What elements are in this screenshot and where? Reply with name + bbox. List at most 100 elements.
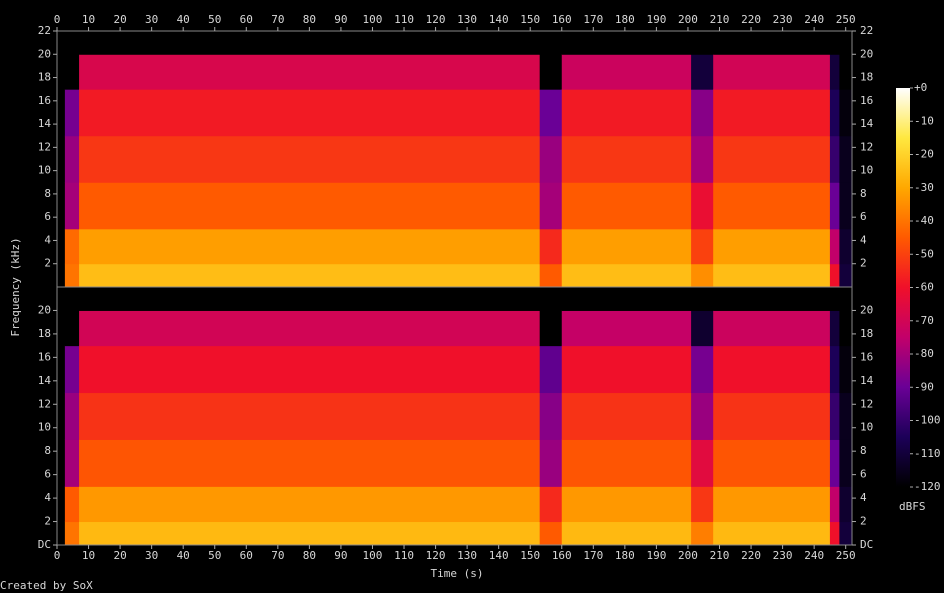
spectrogram-cell [79,31,541,55]
colorbar-tick-label: -60 [914,281,934,294]
spectrogram-cell [539,439,563,487]
y-tick-label: 22 [860,24,873,37]
spectrogram-cell [691,345,714,394]
spectrogram-cell [64,310,80,347]
colorbar-tick-label: -70 [914,314,934,327]
y-tick-label: 18 [860,327,873,340]
spectrogram-cell [713,439,831,487]
spectrogram-cell [691,287,714,311]
x-axis-label: Time (s) [431,567,484,580]
x-tick-label: 110 [394,549,414,562]
spectrogram-cell [539,31,563,55]
spectrogram-cell [539,54,563,90]
spectrogram-cell [64,486,80,523]
spectrogram-cell [691,521,714,546]
x-tick-label: 250 [836,13,856,26]
x-tick-label: 160 [552,549,572,562]
spectrogram-cell [839,31,853,55]
x-tick-label: 120 [426,549,446,562]
spectrogram-cell [829,310,840,347]
y-tick-label: 8 [44,187,51,200]
spectrogram-cell [713,287,831,311]
x-tick-label: 50 [208,549,221,562]
spectrogram-cell [839,89,853,137]
y-tick-label: DC [860,538,873,551]
colorbar-tick-label: -20 [914,148,934,161]
x-tick-label: 10 [82,13,95,26]
spectrogram-cell [713,345,831,394]
spectrogram-cell [839,310,853,347]
y-tick-label: 6 [44,210,51,223]
spectrogram-cell [713,182,831,230]
x-tick-label: 230 [773,13,793,26]
x-tick-label: 170 [583,549,603,562]
spectrogram-cell [64,182,80,230]
spectrogram-cell [829,287,840,311]
y-tick-label: DC [38,538,51,551]
x-tick-label: 70 [271,13,284,26]
spectrogram-cell [691,182,714,230]
x-tick-label: 50 [208,13,221,26]
spectrogram-cell [57,54,66,90]
y-tick-label: 4 [860,233,867,246]
spectrogram-cell [79,392,541,440]
spectrogram-cell [561,310,692,347]
spectrogram-cell [691,54,714,90]
spectrogram-cell [839,228,853,265]
spectrogram-cell [64,54,80,90]
y-tick-label: 16 [38,350,51,363]
x-tick-label: 0 [54,13,61,26]
x-tick-label: 200 [678,549,698,562]
x-tick-label: 150 [520,13,540,26]
spectrogram-cell [713,263,831,288]
x-tick-label: 150 [520,549,540,562]
spectrogram-cell [57,182,66,230]
y-tick-label: 12 [38,397,51,410]
y-tick-label: 8 [860,187,867,200]
y-tick-label: 20 [38,303,51,316]
spectrogram-cell [713,89,831,137]
spectrogram-cell [691,310,714,347]
y-tick-label: 18 [38,327,51,340]
spectrogram-cell [713,521,831,546]
spectrogram-cell [64,439,80,487]
spectrogram-cell [691,486,714,523]
spectrogram-cell [79,182,541,230]
colorbar-tick-label: -90 [914,380,934,393]
spectrogram-cell [561,392,692,440]
y-tick-label: 18 [38,71,51,84]
spectrogram-cell [561,31,692,55]
spectrogram-cell [561,89,692,137]
colorbar-label: dBFS [899,500,926,513]
spectrogram-cell [57,310,66,347]
spectrogram-cell [713,228,831,265]
x-tick-label: 60 [240,13,253,26]
spectrogram-cell [539,89,563,137]
spectrogram-cell [829,182,840,230]
y-tick-label: 22 [38,24,51,37]
x-tick-label: 240 [804,13,824,26]
spectrogram-cell [829,135,840,183]
spectrogram-cell [839,345,853,394]
y-tick-label: 20 [860,47,873,60]
spectrogram-cell [79,287,541,311]
spectrogram-cell [713,54,831,90]
x-tick-label: 10 [82,549,95,562]
plot-frame [56,286,853,546]
x-tick-label: 250 [836,549,856,562]
spectrogram-cell [64,521,80,546]
y-tick-label: 2 [44,257,51,270]
spectrogram-cell [691,228,714,265]
x-tick-label: 220 [741,549,761,562]
spectrogram-cell [57,287,66,311]
y-tick-label: 20 [860,303,873,316]
x-tick-label: 200 [678,13,698,26]
spectrogram-cell [713,31,831,55]
spectrogram-cell [539,486,563,523]
spectrogram-cell [561,182,692,230]
x-tick-label: 130 [457,549,477,562]
spectrogram-cell [839,263,853,288]
x-tick-label: 190 [646,13,666,26]
spectrogram-cell [829,31,840,55]
